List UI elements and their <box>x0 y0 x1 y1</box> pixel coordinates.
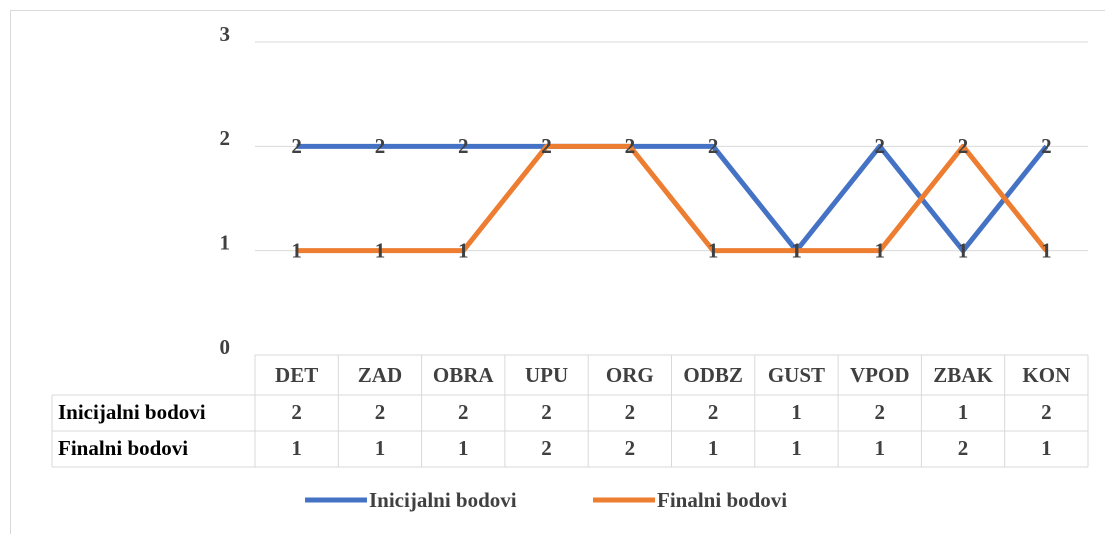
x-tick-label: ZBAK <box>933 363 993 387</box>
data-label: 2 <box>458 134 469 158</box>
table-cell: 2 <box>458 400 469 424</box>
data-label: 2 <box>875 134 886 158</box>
series-line <box>296 143 1049 254</box>
table-row-label: Finalni bodovi <box>58 436 188 460</box>
x-tick-label: ODBZ <box>683 363 743 387</box>
table-cell: 1 <box>958 400 969 424</box>
x-tick-label: OBRA <box>433 363 495 387</box>
table-cell: 1 <box>291 436 302 460</box>
table-cell: 2 <box>541 436 552 460</box>
table-cell: 2 <box>708 400 719 424</box>
x-tick-label: VPOD <box>850 363 910 387</box>
y-tick-label: 0 <box>220 335 231 359</box>
data-label: 1 <box>791 238 802 262</box>
legend-label: Inicijalni bodovi <box>369 488 517 512</box>
legend-label: Finalni bodovi <box>657 488 787 512</box>
table-cell: 1 <box>1041 436 1052 460</box>
x-tick-label: GUST <box>768 363 825 387</box>
table-cell: 2 <box>625 436 636 460</box>
table-cell: 1 <box>875 436 886 460</box>
chart-border <box>10 10 1105 534</box>
x-tick-label: ORG <box>606 363 654 387</box>
x-tick-label: KON <box>1022 363 1070 387</box>
data-label: 1 <box>375 238 386 262</box>
table-cell: 2 <box>375 400 386 424</box>
table-row-label: Inicijalni bodovi <box>58 400 206 424</box>
x-tick-label: ZAD <box>358 363 402 387</box>
table-cell: 1 <box>708 436 719 460</box>
table-cell: 2 <box>1041 400 1052 424</box>
table-cell: 2 <box>541 400 552 424</box>
data-label: 2 <box>291 134 302 158</box>
data-label: 1 <box>458 238 469 262</box>
table-cell: 2 <box>291 400 302 424</box>
table-cell: 1 <box>375 436 386 460</box>
data-label: 2 <box>375 134 386 158</box>
data-label: 2 <box>625 134 636 158</box>
data-label: 1 <box>791 238 802 262</box>
data-label: 2 <box>625 134 636 158</box>
y-tick-label: 1 <box>220 230 231 254</box>
data-label: 2 <box>541 134 552 158</box>
data-label: 2 <box>708 134 719 158</box>
table-cell: 2 <box>625 400 636 424</box>
table-cell: 2 <box>958 436 969 460</box>
data-label: 2 <box>541 134 552 158</box>
data-label: 1 <box>708 238 719 262</box>
y-tick-label: 2 <box>220 126 231 150</box>
y-tick-label: 3 <box>220 22 231 46</box>
data-label: 1 <box>1041 238 1052 262</box>
data-label: 1 <box>291 238 302 262</box>
x-tick-label: UPU <box>525 363 568 387</box>
data-label: 1 <box>958 238 969 262</box>
table-cell: 1 <box>791 400 802 424</box>
table-cell: 1 <box>791 436 802 460</box>
data-label: 2 <box>1041 134 1052 158</box>
data-label: 1 <box>875 238 886 262</box>
data-label: 2 <box>958 134 969 158</box>
table-cell: 2 <box>875 400 886 424</box>
table-cell: 1 <box>458 436 469 460</box>
x-tick-label: DET <box>275 363 318 387</box>
